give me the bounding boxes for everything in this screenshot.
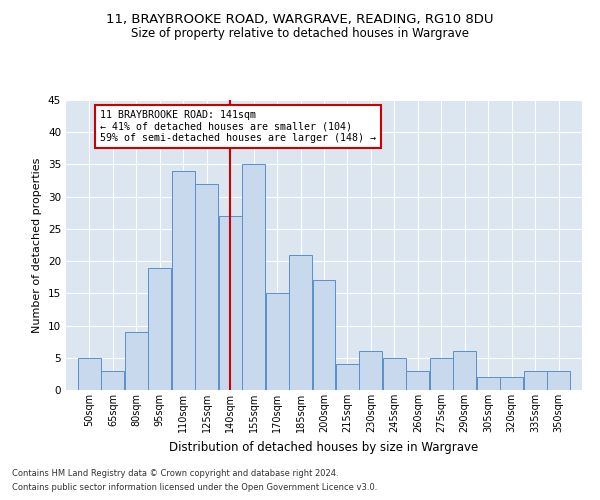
- Bar: [289, 254, 312, 390]
- Bar: [242, 164, 265, 390]
- Bar: [500, 377, 523, 390]
- Bar: [125, 332, 148, 390]
- Bar: [547, 370, 570, 390]
- Bar: [359, 352, 382, 390]
- X-axis label: Distribution of detached houses by size in Wargrave: Distribution of detached houses by size …: [169, 440, 479, 454]
- Bar: [172, 171, 195, 390]
- Text: 11 BRAYBROOKE ROAD: 141sqm
← 41% of detached houses are smaller (104)
59% of sem: 11 BRAYBROOKE ROAD: 141sqm ← 41% of deta…: [100, 110, 376, 143]
- Text: Size of property relative to detached houses in Wargrave: Size of property relative to detached ho…: [131, 28, 469, 40]
- Y-axis label: Number of detached properties: Number of detached properties: [32, 158, 43, 332]
- Bar: [524, 370, 547, 390]
- Bar: [476, 377, 500, 390]
- Text: Contains HM Land Registry data © Crown copyright and database right 2024.: Contains HM Land Registry data © Crown c…: [12, 468, 338, 477]
- Text: Contains public sector information licensed under the Open Government Licence v3: Contains public sector information licen…: [12, 484, 377, 492]
- Bar: [406, 370, 430, 390]
- Bar: [195, 184, 218, 390]
- Bar: [266, 294, 289, 390]
- Bar: [336, 364, 359, 390]
- Bar: [313, 280, 335, 390]
- Bar: [101, 370, 124, 390]
- Bar: [78, 358, 101, 390]
- Bar: [148, 268, 172, 390]
- Text: 11, BRAYBROOKE ROAD, WARGRAVE, READING, RG10 8DU: 11, BRAYBROOKE ROAD, WARGRAVE, READING, …: [106, 12, 494, 26]
- Bar: [453, 352, 476, 390]
- Bar: [430, 358, 453, 390]
- Bar: [218, 216, 242, 390]
- Bar: [383, 358, 406, 390]
